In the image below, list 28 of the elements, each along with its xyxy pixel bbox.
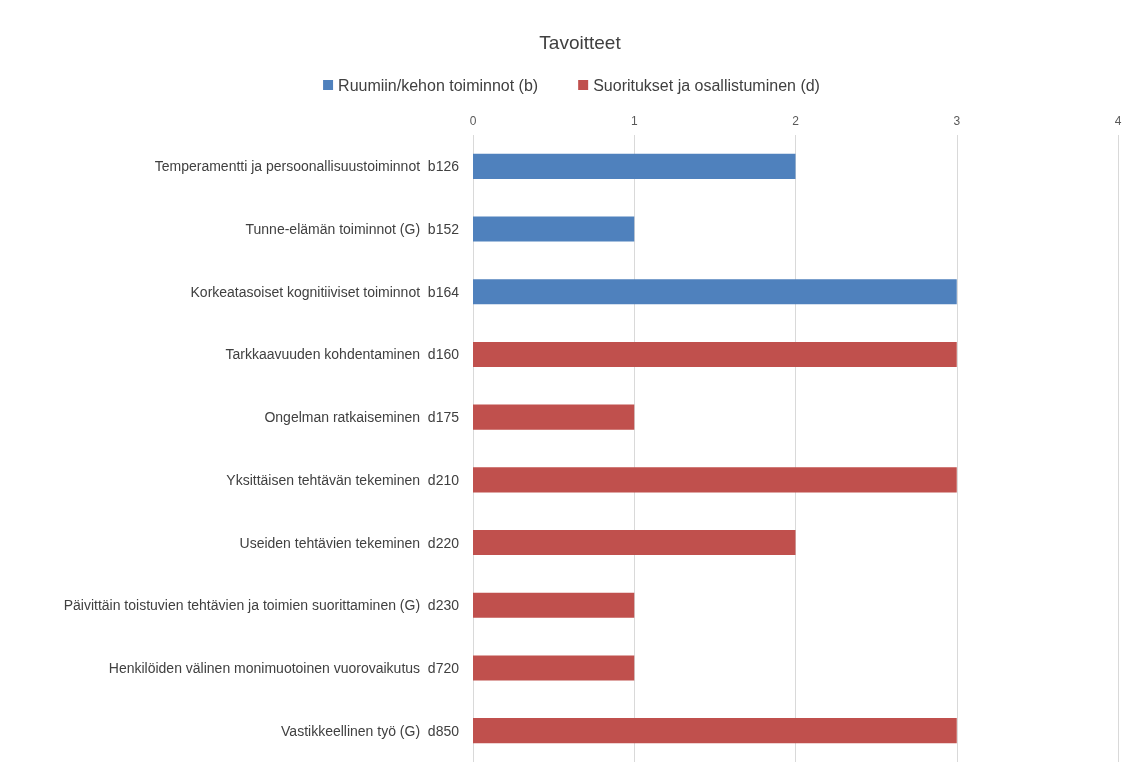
x-tick-label: 3 bbox=[953, 114, 961, 128]
legend-label: Suoritukset ja osallistuminen (d) bbox=[593, 76, 820, 94]
bar bbox=[473, 279, 957, 305]
x-tick-label: 4 bbox=[1114, 114, 1122, 128]
y-tick-label: Tunne-elämän toiminnot (G) b152 bbox=[245, 221, 460, 238]
y-tick-label: Vastikkeellinen työ (G) d850 bbox=[281, 722, 460, 739]
chart-title: Tavoitteet bbox=[539, 32, 622, 53]
y-tick-label: Henkilöiden välinen monimuotoinen vuorovaikutus d720 bbox=[108, 659, 460, 676]
y-tick-label: Tarkkaavuuden kohdentaminen d160 bbox=[225, 346, 460, 363]
bar bbox=[473, 216, 635, 242]
y-tick-label: Yksittäisen tehtävän tekeminen d210 bbox=[226, 471, 460, 488]
bar bbox=[473, 467, 957, 493]
x-tick-label: 2 bbox=[792, 114, 800, 128]
bar bbox=[473, 655, 635, 681]
y-tick-label: Korkeatasoiset kognitiiviset toiminnot b164 bbox=[190, 283, 460, 300]
bar bbox=[473, 592, 635, 618]
bar bbox=[473, 718, 957, 744]
legend-label: Ruumiin/kehon toiminnot (b) bbox=[338, 76, 539, 94]
bar bbox=[473, 530, 796, 556]
x-tick-label: 1 bbox=[630, 114, 638, 128]
bar bbox=[473, 404, 635, 430]
x-tick-label: 0 bbox=[469, 114, 477, 128]
y-tick-label: Päivittäin toistuvien tehtävien ja toimien suorittaminen (G) d230 bbox=[63, 597, 460, 614]
bar bbox=[473, 153, 796, 179]
y-tick-label: Useiden tehtävien tekeminen d220 bbox=[239, 534, 460, 551]
bar bbox=[473, 341, 957, 367]
y-tick-label: Ongelman ratkaiseminen d175 bbox=[264, 409, 460, 426]
y-tick-label: Temperamentti ja persoonallisuustoiminnot b126 bbox=[154, 158, 460, 175]
